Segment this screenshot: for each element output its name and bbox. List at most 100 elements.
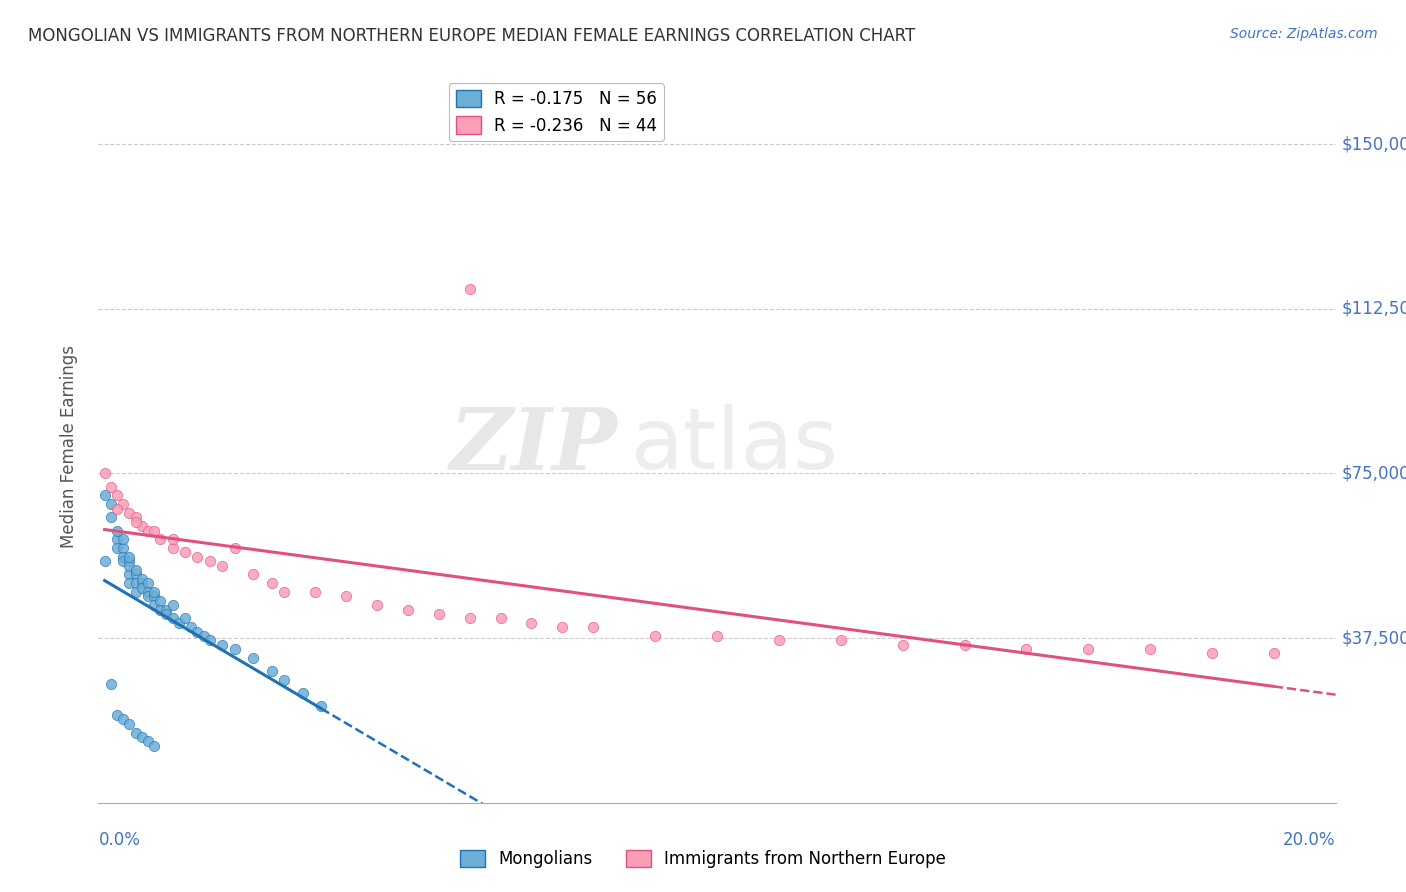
Point [131,576,153,591]
Point [309,699,332,714]
Point [93,554,115,568]
Point [260,576,283,591]
Text: MONGOLIAN VS IMMIGRANTS FROM NORTHERN EUROPE MEDIAN FEMALE EARNINGS CORRELATION : MONGOLIAN VS IMMIGRANTS FROM NORTHERN EU… [28,27,915,45]
Point [1201,647,1223,661]
Point [136,734,159,748]
Point [366,598,388,612]
Legend: Mongolians, Immigrants from Northern Europe: Mongolians, Immigrants from Northern Eur… [453,843,953,875]
Point [174,611,197,625]
Point [136,524,159,538]
Point [155,607,177,621]
Point [93,467,115,481]
Point [1077,642,1099,657]
Point [162,611,184,625]
Point [131,519,153,533]
Point [458,611,481,625]
Point [155,602,177,616]
Point [953,638,976,652]
Point [124,510,146,524]
Point [118,567,141,582]
Point [143,590,166,604]
Point [100,510,122,524]
Point [211,638,233,652]
Point [149,533,172,547]
Point [162,533,184,547]
Point [1139,642,1161,657]
Point [143,585,166,599]
Point [143,739,166,753]
Point [174,545,197,559]
Point [193,629,215,643]
Point [100,677,122,691]
Y-axis label: Median Female Earnings: Median Female Earnings [59,344,77,548]
Point [162,598,184,612]
Point [118,506,141,520]
Point [520,615,543,630]
Point [112,712,135,726]
Text: 0.0%: 0.0% [98,831,141,849]
Point [273,585,295,599]
Point [260,664,283,678]
Point [1263,647,1285,661]
Point [198,633,221,648]
Point [427,607,450,621]
Point [112,533,135,547]
Point [291,686,314,700]
Point [242,567,264,582]
Point [124,576,146,591]
Point [112,549,135,564]
Point [224,642,246,657]
Text: atlas: atlas [630,404,838,488]
Point [186,624,208,639]
Point [124,725,146,739]
Point [143,524,166,538]
Legend: R = -0.175   N = 56, R = -0.236   N = 44: R = -0.175 N = 56, R = -0.236 N = 44 [449,83,664,141]
Point [242,651,264,665]
Point [124,567,146,582]
Point [105,524,128,538]
Point [136,576,159,591]
Point [112,497,135,511]
Point [136,590,159,604]
Point [186,549,208,564]
Text: $112,500: $112,500 [1341,300,1406,318]
Point [105,501,128,516]
Point [180,620,202,634]
Point [551,620,574,634]
Point [1015,642,1038,657]
Point [273,673,295,687]
Point [644,629,666,643]
Point [93,488,115,502]
Point [768,633,790,648]
Point [149,594,172,608]
Point [830,633,852,648]
Point [458,282,481,296]
Point [304,585,326,599]
Text: $37,500: $37,500 [1341,629,1406,647]
Point [198,554,221,568]
Point [582,620,605,634]
Text: 20.0%: 20.0% [1284,831,1336,849]
Point [149,602,172,616]
Point [124,515,146,529]
Point [136,585,159,599]
Point [489,611,512,625]
Point [118,549,141,564]
Point [112,554,135,568]
Point [143,598,166,612]
Point [105,708,128,723]
Point [118,558,141,573]
Point [105,541,128,555]
Point [211,558,233,573]
Text: $75,000: $75,000 [1341,465,1406,483]
Point [118,576,141,591]
Text: ZIP: ZIP [450,404,619,488]
Point [131,581,153,595]
Point [167,615,190,630]
Point [100,480,122,494]
Point [124,585,146,599]
Point [105,533,128,547]
Text: Source: ZipAtlas.com: Source: ZipAtlas.com [1230,27,1378,41]
Point [124,563,146,577]
Point [118,554,141,568]
